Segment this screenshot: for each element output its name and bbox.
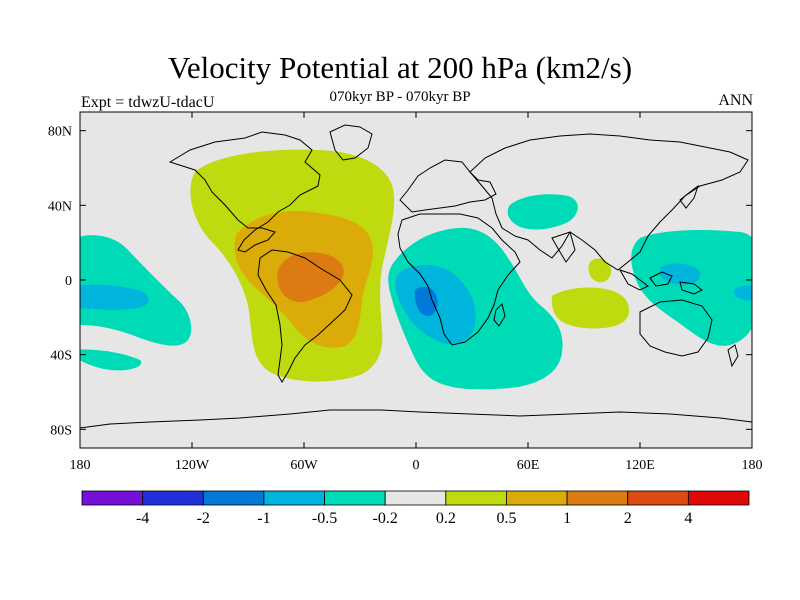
colorbar-label: 2 (624, 510, 632, 527)
colorbar-label: -1 (257, 510, 270, 527)
contour-negative-0.5-epacific (80, 284, 149, 310)
y-tick-label: 40S (50, 349, 72, 364)
contour-positive-0.2-indonesia (588, 258, 612, 283)
x-tick-label: 0 (413, 458, 420, 473)
colorbar-label: 4 (684, 510, 692, 527)
axis-ticks (79, 112, 753, 448)
colorbar-swatch (263, 490, 325, 506)
colorbar-label: -0.5 (312, 510, 337, 527)
colorbar-swatch (687, 490, 750, 506)
x-tick-label: 120E (625, 458, 655, 473)
y-tick-label: 40N (48, 199, 72, 214)
colorbar-label: -0.2 (373, 510, 398, 527)
colorbar-swatch (384, 490, 447, 506)
x-tick-label: 120W (175, 458, 210, 473)
contour-negative-0.2-epacific-south (80, 349, 142, 371)
contour-negative-1-africa (414, 286, 438, 316)
colorbar-label: 0.5 (496, 510, 516, 527)
colorbar-label: 0.2 (436, 510, 456, 527)
colorbar-swatch (81, 490, 144, 506)
colorbar-swatch (202, 490, 265, 506)
chart-title: Velocity Potential at 200 hPa (km2/s) (167, 50, 633, 85)
x-tick-label: 60E (517, 458, 540, 473)
colorbar-swatch (566, 490, 629, 506)
colorbar-swatch (506, 490, 568, 506)
season-label: ANN (718, 92, 753, 109)
chart-subtitle: 070kyr BP - 070kyr BP (329, 89, 471, 105)
colorbar-swatch (324, 490, 386, 506)
y-tick-label: 80S (50, 423, 72, 438)
experiment-label: Expt = tdwzU-tdacU (81, 94, 215, 111)
colorbar-swatch (142, 490, 204, 506)
colorbar-swatch (445, 490, 507, 506)
colorbar-label: -4 (136, 510, 149, 527)
contour-negative-0.5-dateline (733, 285, 752, 301)
contour-negative-0.2-wpacific (631, 230, 752, 346)
contour-positive-0.2-indian (551, 287, 630, 329)
colorbar-label: 1 (563, 510, 571, 527)
axis-tick-labels: 180 120W 60W 0 60E 120E 180 80N 40N 0 40S 80S (48, 125, 763, 473)
x-tick-label: 180 (742, 458, 763, 473)
colorbar-label: -2 (197, 510, 210, 527)
coastlines (80, 124, 752, 429)
y-tick-label: 0 (65, 274, 72, 289)
x-tick-label: 60W (290, 458, 318, 473)
contour-positive-1-americas (277, 252, 344, 303)
y-tick-label: 80N (48, 125, 72, 140)
colorbar: -4 -2 -1 -0.5 -0.2 0.2 0.5 1 2 4 (81, 490, 750, 527)
colorbar-swatch (627, 490, 689, 506)
contour-negative-0.2-arabia (507, 194, 578, 230)
contour-layer (80, 124, 752, 429)
x-tick-label: 180 (70, 458, 91, 473)
